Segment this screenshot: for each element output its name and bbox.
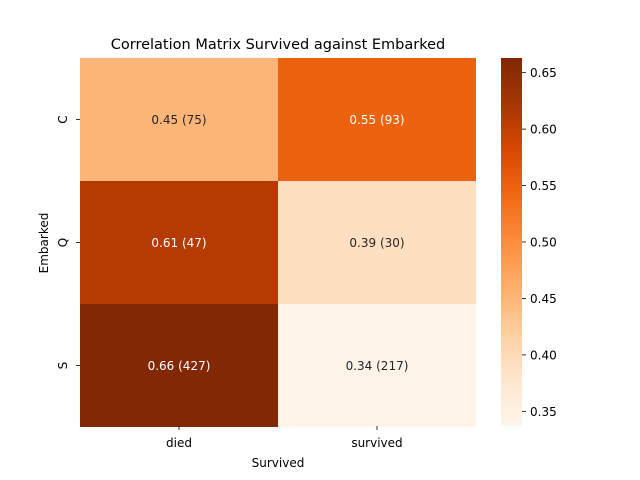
heatmap-cell-label: 0.45 (75) (151, 113, 206, 127)
colorbar (501, 58, 522, 426)
heatmap-cell-label: 0.61 (47) (151, 236, 206, 250)
y-tick-label: Q (56, 238, 70, 247)
x-tick-label: survived (351, 436, 402, 450)
colorbar-tick-label: 0.60 (530, 123, 557, 137)
x-axis-label: Survived (252, 456, 305, 470)
chart-title: Correlation Matrix Survived against Emba… (111, 37, 446, 53)
colorbar-tick-label: 0.65 (530, 66, 557, 80)
colorbar-tick-label: 0.45 (530, 292, 557, 306)
heatmap-cell (80, 58, 278, 181)
heatmap-cell-label: 0.66 (427) (148, 359, 211, 373)
y-axis-ticks: C Q S (56, 115, 80, 369)
colorbar-tick-label: 0.50 (530, 236, 557, 250)
heatmap-cell (80, 181, 278, 304)
y-tick-label: S (56, 362, 70, 370)
heatmap-cell (278, 304, 476, 427)
heatmap-cell (80, 304, 278, 427)
y-tick-label: C (56, 115, 70, 123)
heatmap-cell-label: 0.39 (30) (349, 236, 404, 250)
colorbar-tick-label: 0.55 (530, 179, 557, 193)
heatmap-cell-label: 0.55 (93) (349, 113, 404, 127)
heatmap-cell-label: 0.34 (217) (346, 359, 409, 373)
heatmap-cell-labels: 0.45 (75) 0.55 (93) 0.61 (47) 0.39 (30) 0.66… (148, 113, 409, 373)
heatmap-cell (278, 58, 476, 181)
heatmap-cells (80, 58, 476, 427)
colorbar-tick-label: 0.40 (530, 348, 557, 362)
colorbar-ticks: 0.35 0.40 0.45 0.50 0.55 0.60 0.65 (522, 66, 557, 419)
x-tick-label: died (166, 436, 192, 450)
colorbar-tick-label: 0.35 (530, 405, 557, 419)
x-axis-ticks: died survived (166, 426, 403, 450)
y-axis-label: Embarked (37, 213, 51, 274)
heatmap-cell (278, 181, 476, 304)
